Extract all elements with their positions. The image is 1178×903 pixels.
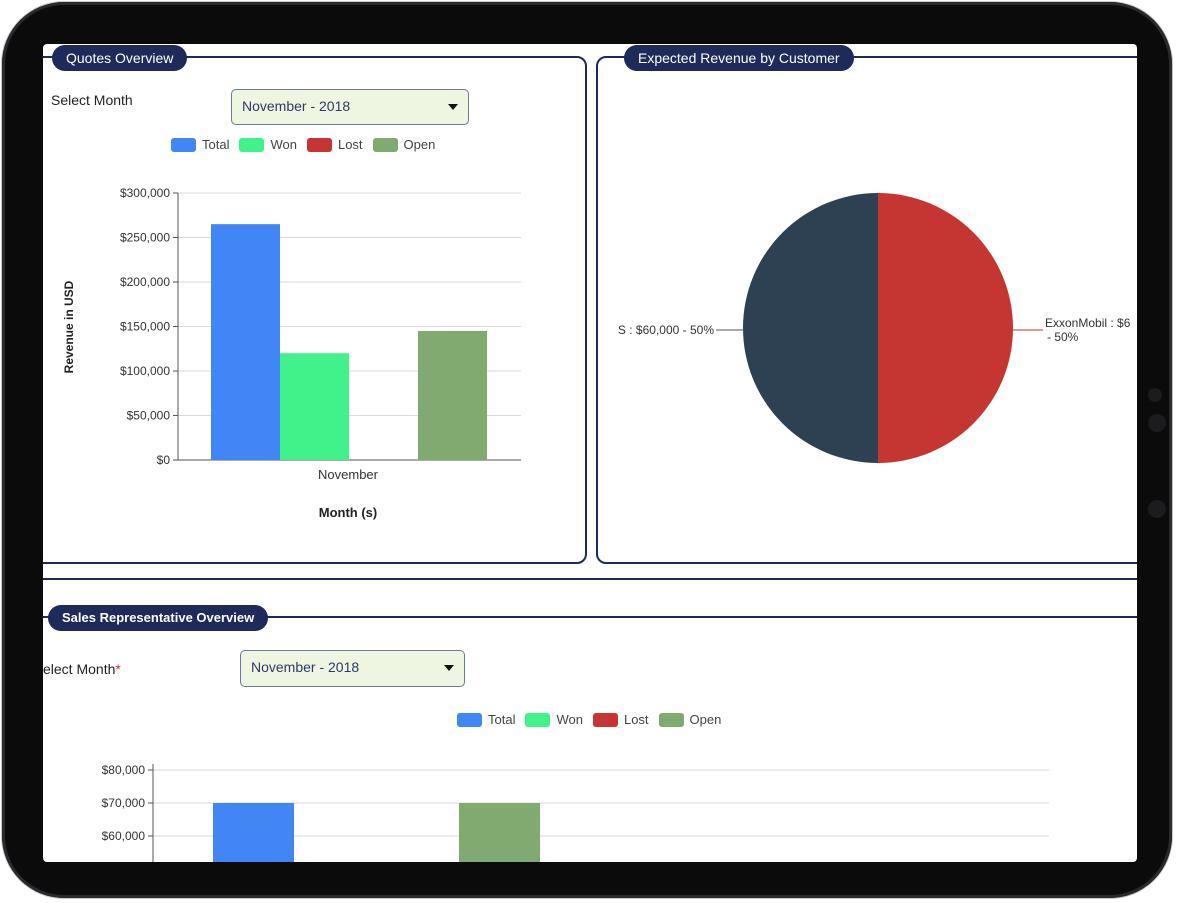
legend-label: Lost bbox=[337, 137, 363, 152]
side-button-1 bbox=[1148, 388, 1162, 402]
revenue-pie-chart: S : $60,000 - 50% ExxonMobil : $6- 50% bbox=[618, 193, 1131, 463]
legend-swatch bbox=[658, 712, 684, 727]
y-axis-title: Revenue in USD bbox=[62, 280, 76, 373]
legend-label: Total bbox=[488, 712, 516, 727]
pie-slice-exxonmobil bbox=[878, 193, 1013, 463]
y-tick-label: $200,000 bbox=[120, 275, 170, 289]
quotes-bar-chart: $0 $50,000 $100,000 $150,000 $200,000 $250,00… bbox=[62, 186, 521, 520]
x-axis-title: Month (s) bbox=[319, 505, 377, 520]
sales-panel-border bbox=[43, 616, 1137, 618]
pie-label-right: ExxonMobil : $6 bbox=[1045, 316, 1131, 330]
dashboard-screen: Quotes Overview Select Month November - … bbox=[43, 44, 1137, 862]
section-divider bbox=[43, 578, 1137, 580]
quotes-overview-title: Quotes Overview bbox=[52, 45, 188, 71]
y-tick-label: $250,000 bbox=[120, 231, 170, 245]
pie-label-right-pct: - 50% bbox=[1047, 330, 1079, 344]
sales-legend-item-won[interactable]: Won bbox=[525, 712, 583, 727]
pie-slice-s bbox=[743, 193, 878, 463]
bar-open bbox=[418, 330, 487, 460]
y-tick-label: $300,000 bbox=[120, 186, 170, 200]
sales-bar-chart: $80,000 $70,000 $60,000 bbox=[102, 763, 1049, 862]
legend-swatch bbox=[171, 137, 196, 152]
y-tick-label: $0 bbox=[157, 453, 171, 467]
y-tick-label: $80,000 bbox=[102, 763, 146, 777]
legend-label: Won bbox=[270, 137, 297, 152]
quotes-legend-item-total[interactable]: Total bbox=[171, 137, 229, 152]
y-tick-label: $50,000 bbox=[127, 409, 171, 423]
sales-select-month-text: elect Month bbox=[43, 661, 116, 677]
legend-swatch bbox=[239, 137, 265, 152]
sales-overview-title: Sales Representative Overview bbox=[48, 605, 269, 631]
sales-legend-item-lost[interactable]: Lost bbox=[592, 712, 649, 727]
required-asterisk: * bbox=[115, 661, 121, 677]
chevron-down-icon bbox=[444, 665, 454, 671]
legend-label: Total bbox=[202, 137, 230, 152]
y-tick-label: $150,000 bbox=[120, 320, 170, 334]
sales-legend: Total Won Lost Open bbox=[457, 712, 721, 727]
y-tick-label: $60,000 bbox=[102, 829, 146, 843]
sales-legend-item-total[interactable]: Total bbox=[457, 712, 515, 727]
side-button-3 bbox=[1148, 500, 1166, 518]
quotes-month-select[interactable]: November - 2018 bbox=[231, 89, 469, 125]
bar-total bbox=[211, 224, 280, 460]
legend-label: Open bbox=[403, 137, 436, 152]
legend-swatch bbox=[457, 712, 482, 727]
sales-month-select[interactable]: November - 2018 bbox=[240, 650, 465, 687]
bar-won bbox=[280, 353, 349, 460]
quotes-legend: Total Won Lost Open bbox=[171, 137, 435, 152]
sales-legend-item-open[interactable]: Open bbox=[658, 712, 722, 727]
legend-label: Won bbox=[556, 712, 583, 727]
legend-swatch bbox=[525, 712, 551, 727]
x-tick-label: November bbox=[318, 467, 379, 482]
legend-swatch bbox=[592, 712, 618, 727]
chevron-down-icon bbox=[448, 104, 458, 110]
legend-swatch bbox=[306, 137, 332, 152]
bar-open bbox=[459, 803, 540, 862]
legend-label: Lost bbox=[623, 712, 649, 727]
pie-label-left: S : $60,000 - 50% bbox=[618, 323, 714, 337]
quotes-legend-item-lost[interactable]: Lost bbox=[306, 137, 363, 152]
quotes-month-value: November - 2018 bbox=[242, 98, 351, 114]
expected-revenue-title: Expected Revenue by Customer bbox=[624, 45, 854, 71]
quotes-select-month-label: Select Month bbox=[51, 92, 133, 108]
quotes-legend-item-won[interactable]: Won bbox=[239, 137, 297, 152]
legend-label: Open bbox=[689, 712, 722, 727]
bar-total bbox=[213, 803, 294, 862]
sales-month-value: November - 2018 bbox=[251, 659, 360, 675]
legend-swatch bbox=[372, 137, 398, 152]
y-tick-label: $70,000 bbox=[102, 796, 146, 810]
sales-select-month-label: elect Month* bbox=[43, 661, 121, 677]
quotes-legend-item-open[interactable]: Open bbox=[372, 137, 436, 152]
side-button-2 bbox=[1148, 414, 1166, 432]
y-tick-label: $100,000 bbox=[120, 364, 170, 378]
